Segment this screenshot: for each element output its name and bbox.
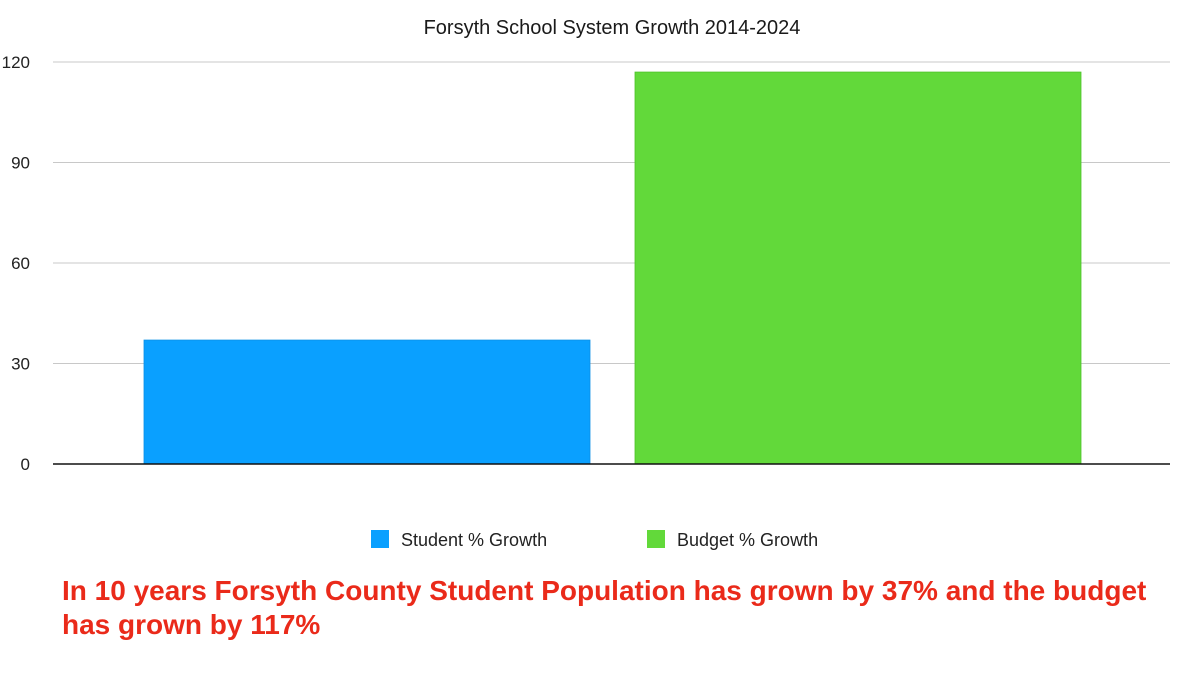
legend: Student % Growth Budget % Growth bbox=[371, 530, 818, 550]
y-tick-label: 120 bbox=[2, 53, 30, 72]
caption-text: In 10 years Forsyth County Student Popul… bbox=[62, 575, 1147, 640]
y-tick-label: 30 bbox=[11, 355, 30, 374]
legend-swatch bbox=[371, 530, 389, 548]
bars bbox=[143, 71, 1082, 465]
legend-label: Budget % Growth bbox=[677, 530, 818, 550]
y-tick-label: 60 bbox=[11, 254, 30, 273]
y-tick-label: 90 bbox=[11, 154, 30, 173]
bar-chart: Forsyth School System Growth 2014-2024 0… bbox=[2, 17, 1170, 550]
y-axis-ticks: 0 30 60 90 120 bbox=[2, 53, 30, 474]
bar-budget-growth bbox=[634, 71, 1082, 465]
legend-swatch bbox=[647, 530, 665, 548]
y-tick-label: 0 bbox=[21, 455, 30, 474]
legend-label: Student % Growth bbox=[401, 530, 547, 550]
chart-title: Forsyth School System Growth 2014-2024 bbox=[424, 17, 801, 39]
bar-student-growth bbox=[143, 339, 591, 465]
